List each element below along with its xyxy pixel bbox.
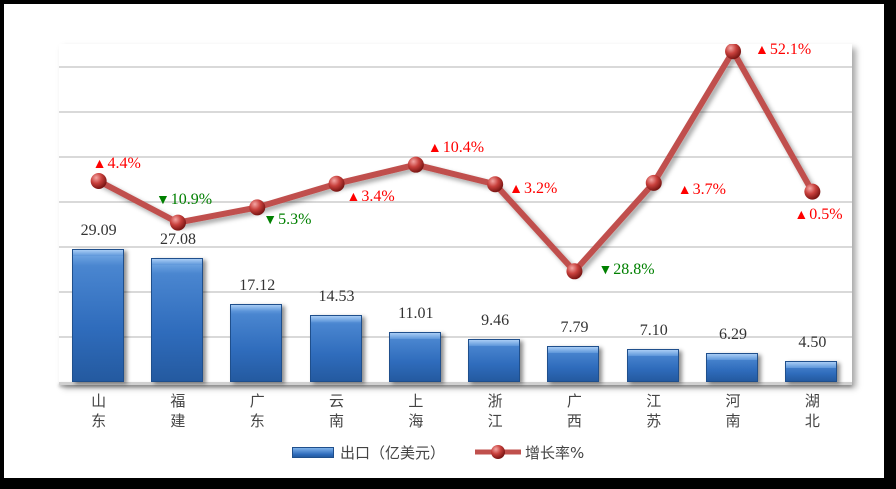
x-axis — [59, 382, 852, 385]
growth-rate-label: ▲3.4% — [346, 187, 395, 205]
bar-export — [230, 303, 283, 382]
bar-export — [468, 338, 521, 382]
line-marker — [90, 173, 107, 189]
bar-value-label: 17.12 — [239, 276, 276, 294]
bar-value-label: 9.46 — [481, 311, 510, 329]
growth-rate-label: ▲0.5% — [794, 205, 843, 223]
gridline — [59, 201, 852, 203]
bar-value-label: 7.79 — [560, 319, 589, 337]
bar-export — [150, 257, 203, 382]
gridline — [59, 156, 852, 158]
gridline — [59, 291, 852, 293]
category-label: 上海 — [408, 392, 424, 430]
legend: 出口（亿美元） 增长率% — [292, 440, 584, 464]
plot-area: 29.09 27.08 17.12 14.53 11.01 9.46 7.79 7.10 6.2… — [59, 41, 852, 385]
growth-rate-label: ▼5.3% — [263, 211, 312, 229]
line-marker — [169, 214, 186, 231]
legend-bar-swatch — [292, 446, 334, 458]
bar-value-label: 4.50 — [798, 334, 827, 352]
gridline — [59, 66, 852, 68]
bar-value-label: 11.01 — [398, 304, 434, 322]
category-label: 河南 — [725, 392, 741, 430]
bar-export — [785, 361, 838, 382]
growth-rate-label: ▲4.4% — [92, 155, 141, 172]
growth-rate-label: ▼28.8% — [598, 261, 655, 279]
legend-line-swatch — [472, 442, 524, 462]
category-label: 江苏 — [646, 392, 662, 430]
bar-value-label: 6.29 — [719, 326, 748, 344]
line-marker — [407, 156, 424, 173]
category-label: 浙江 — [487, 392, 503, 430]
category-label: 湖北 — [804, 392, 820, 430]
bar-value-label: 14.53 — [318, 288, 355, 306]
line-marker — [566, 263, 583, 280]
bar-export — [626, 349, 679, 382]
growth-rate-label: ▲3.2% — [509, 180, 558, 198]
bar-value-label: 29.09 — [80, 221, 117, 239]
line-marker — [725, 44, 742, 60]
gridline — [59, 336, 852, 338]
growth-rate-label: ▼10.9% — [155, 190, 213, 208]
gridline — [59, 246, 852, 248]
line-marker — [328, 175, 345, 192]
growth-line — [90, 44, 821, 280]
bar-value-label: 7.10 — [639, 322, 668, 340]
growth-rate-label: ▲52.1% — [755, 41, 812, 59]
category-label: 山东 — [91, 392, 107, 430]
growth-rate-label: ▲10.4% — [427, 138, 485, 156]
category-label: 广西 — [566, 392, 582, 430]
line-marker — [645, 174, 662, 191]
bar-value-label: 27.08 — [159, 230, 196, 248]
legend-line-label: 增长率% — [525, 443, 585, 462]
bar-export — [547, 346, 600, 382]
line-marker — [804, 183, 821, 200]
line-marker — [487, 176, 504, 193]
bar-export — [706, 353, 759, 382]
category-label: 云南 — [329, 392, 345, 430]
category-label: 福建 — [170, 392, 186, 430]
bar-export — [71, 248, 124, 382]
chart-frame: 29.09 27.08 17.12 14.53 11.01 9.46 7.79 7.10 6.2… — [4, 4, 884, 478]
category-label: 广东 — [249, 392, 265, 430]
bar-export — [309, 315, 362, 382]
line-marker — [249, 199, 266, 216]
legend-bar-label: 出口（亿美元） — [340, 443, 446, 462]
growth-rate-label: ▲3.7% — [677, 180, 726, 198]
gridline — [59, 111, 852, 113]
bar-export — [388, 331, 441, 382]
